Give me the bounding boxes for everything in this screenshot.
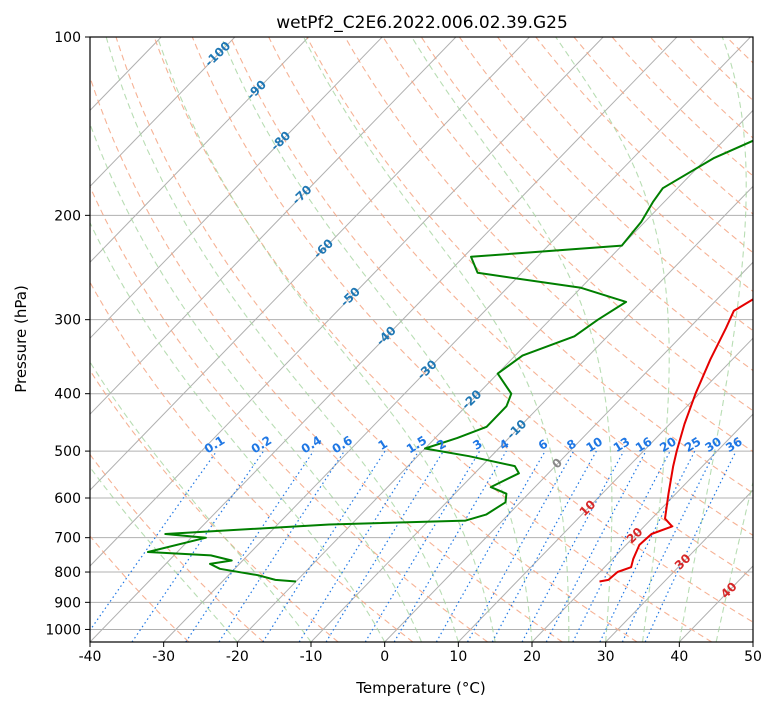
isotherm-line — [0, 37, 529, 642]
chart-title: wetPf2_C2E6.2022.006.02.39.G25 — [276, 13, 568, 33]
x-tick-label: 20 — [523, 649, 541, 665]
y-tick-label: 500 — [54, 444, 81, 460]
mixing-ratio-line — [546, 451, 646, 642]
moist-adiabat — [29, 37, 385, 642]
mixing-ratio-label: 0.4 — [299, 433, 324, 456]
x-tick-label: 0 — [380, 649, 389, 665]
isotherm-line — [385, 37, 775, 642]
plot-frame — [90, 37, 753, 642]
mixing-ratio-label: 36 — [723, 434, 745, 455]
dry-adiabat — [0, 37, 263, 642]
mixing-ratio-label: 1 — [376, 437, 391, 453]
y-tick-label: 600 — [54, 491, 81, 507]
mixing-ratio-label: 16 — [633, 434, 655, 455]
moist-adiabat — [304, 37, 569, 642]
mixing-ratio-label: 6 — [536, 437, 551, 453]
mixing-ratio-label: 0.6 — [330, 433, 355, 456]
mixing-ratio-line — [219, 451, 344, 642]
dry-adiabat — [727, 37, 775, 642]
isotherm-line — [16, 37, 603, 642]
mixing-ratio-label: 30 — [702, 434, 724, 455]
y-tick-label: 700 — [54, 531, 81, 547]
dry-adiabat — [688, 37, 775, 642]
x-tick-label: -10 — [300, 649, 323, 665]
mixing-ratio-label: 0.2 — [249, 433, 274, 456]
mixing-ratio-line — [436, 451, 545, 642]
moist-adiabat — [157, 37, 495, 642]
moist-adiabat — [556, 37, 670, 642]
x-tick-label: -30 — [152, 649, 175, 665]
dry-adiabat — [459, 37, 775, 642]
x-tick-label: -20 — [226, 649, 249, 665]
y-tick-label: 900 — [54, 595, 81, 611]
moist-adiabat — [0, 37, 237, 642]
y-tick-label: 800 — [54, 565, 81, 581]
y-tick-label: 100 — [54, 30, 81, 46]
mixing-ratio-line — [326, 451, 443, 642]
mixing-ratio-line — [573, 451, 670, 642]
mixing-ratio-line — [645, 451, 736, 642]
y-tick-label: 300 — [54, 313, 81, 329]
dry-adiabat — [2, 37, 413, 642]
mixing-ratio-line — [600, 451, 695, 642]
y-tick-label: 1000 — [45, 622, 81, 638]
mixing-ratio-label: 10 — [584, 434, 606, 455]
moist-adiabat — [106, 37, 458, 642]
y-axis-label: Pressure (hPa) — [12, 285, 30, 393]
dewpoint-profile-line — [148, 37, 775, 582]
dry-adiabat — [0, 37, 338, 642]
mixing-ratio-line — [82, 451, 217, 642]
mixing-ratio-label: 1.5 — [404, 433, 429, 456]
mixing-ratio-line — [365, 451, 479, 642]
isotherm-line — [164, 37, 751, 642]
x-tick-label: 50 — [744, 649, 762, 665]
x-tick-label: 30 — [597, 649, 615, 665]
y-tick-label: 200 — [54, 208, 81, 224]
mixing-ratio-line — [132, 451, 264, 642]
dry-adiabat — [536, 37, 775, 642]
mixing-ratio-line — [186, 451, 314, 642]
mixing-ratio-label: 4 — [497, 437, 512, 453]
y-tick-label: 400 — [54, 387, 81, 403]
x-axis-label: Temperature (°C) — [355, 679, 485, 697]
dry-adiabat — [765, 37, 775, 642]
isotherm-line — [0, 37, 235, 642]
mixing-ratio-label: 0.1 — [202, 433, 227, 456]
x-tick-label: 10 — [449, 649, 467, 665]
mixing-ratio-label: 25 — [682, 434, 704, 455]
mixing-ratio-line — [622, 451, 715, 642]
isotherm-line — [606, 37, 775, 642]
dry-adiabat — [421, 37, 775, 642]
isotherm-line — [753, 37, 775, 642]
x-tick-label: -40 — [79, 649, 102, 665]
moist-adiabat — [716, 37, 775, 642]
x-tick-label: 40 — [670, 649, 688, 665]
